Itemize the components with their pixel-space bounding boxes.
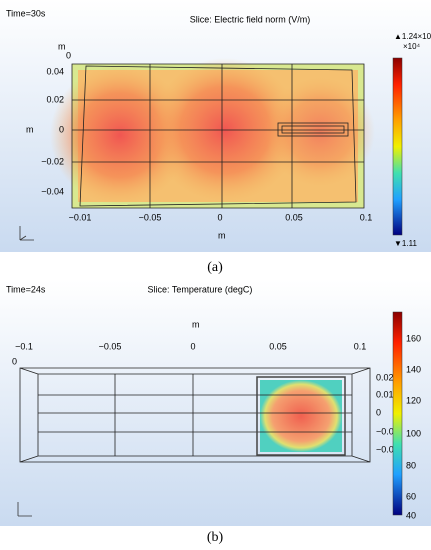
colorbar-min: ▼1.11 [394, 239, 417, 248]
title: Slice: Temperature (degC) [148, 284, 253, 294]
geometry-b [19, 367, 371, 463]
axis-origin: 0 [66, 50, 71, 60]
time: Time=30s [6, 8, 46, 18]
axis-origin: 0 [12, 356, 17, 366]
y-tick-label: 0 [59, 124, 64, 134]
caption: (a) [207, 260, 223, 275]
colorbar-tick-label: 140 [406, 364, 421, 374]
colorbar [392, 57, 403, 236]
y-tick-label: −0.02 [41, 156, 64, 166]
x-tick-label: −0.05 [139, 212, 162, 222]
x-tick-label: 0.1 [360, 212, 373, 222]
x-tick-label: 0 [190, 341, 195, 351]
y-label: m [26, 124, 34, 134]
colorbar-tick-label: 120 [406, 395, 421, 405]
x-label: m [192, 319, 200, 329]
colorbar-tick-label: 80 [406, 460, 416, 470]
y-tick-label: −0.02 [376, 444, 399, 454]
heatmap-b [260, 380, 342, 452]
y-tick-label: −0.04 [41, 186, 64, 196]
x-label: m [218, 230, 226, 240]
ticks-b: −0.1 −0.05 0 0.05 0.1 0.02 0.01 0 −0.01 … [15, 341, 399, 454]
x-tick-label: 0.1 [354, 341, 367, 351]
colorbar-tick-label: 160 [406, 333, 421, 343]
ticks-a: 0.04 0.02 0 −0.02 −0.04 −0.01 −0.05 0 0.… [41, 66, 372, 222]
y-tick-label: −0.01 [376, 426, 399, 436]
y-tick-label: 0.01 [376, 389, 394, 399]
axis-triad [17, 502, 32, 517]
x-tick-label: 0.05 [285, 212, 303, 222]
colorbar-tick-label: 40 [406, 510, 416, 520]
title: Slice: Electric field norm (V/m) [190, 14, 311, 24]
x-tick-label: 0.05 [269, 341, 287, 351]
geometry-a [71, 63, 365, 209]
y-tick-label: 0 [376, 407, 381, 417]
axis-triad [19, 226, 34, 241]
x-tick-label: 0 [217, 212, 222, 222]
x-tick-label: −0.01 [69, 212, 92, 222]
time: Time=24s [6, 284, 46, 294]
x-tick-label: −0.1 [15, 341, 33, 351]
axis-label: m [58, 41, 66, 51]
colorbar-tick-label: 100 [406, 428, 421, 438]
colorbar [392, 311, 403, 516]
colorbar-max: ▲1.24×10⁴ [394, 32, 431, 41]
colorbar-tick-label: 60 [406, 491, 416, 501]
colorbar-ticks: 160 140 120 100 80 60 40 [406, 333, 421, 520]
panel-b-background [0, 280, 431, 526]
y-tick-label: 0.02 [46, 94, 64, 104]
colorbar-unit: ×10⁴ [403, 42, 421, 51]
x-tick-label: −0.05 [99, 341, 122, 351]
y-tick-label: 0.02 [376, 372, 394, 382]
caption: (b) [207, 530, 224, 545]
y-tick-label: 0.04 [46, 66, 64, 76]
